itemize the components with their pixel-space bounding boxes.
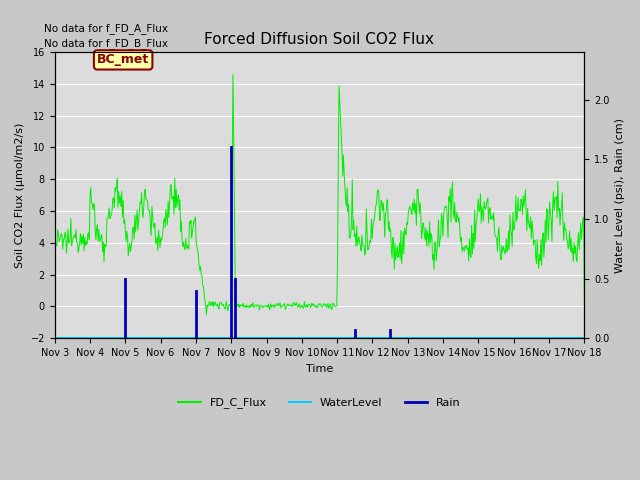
Y-axis label: Water Level (psi), Rain (cm): Water Level (psi), Rain (cm) [615, 118, 625, 273]
Legend: FD_C_Flux, WaterLevel, Rain: FD_C_Flux, WaterLevel, Rain [174, 393, 465, 413]
Text: BC_met: BC_met [97, 53, 149, 66]
X-axis label: Time: Time [306, 363, 333, 373]
Title: Forced Diffusion Soil CO2 Flux: Forced Diffusion Soil CO2 Flux [205, 32, 435, 47]
Text: No data for f_FD_B_Flux: No data for f_FD_B_Flux [44, 37, 168, 48]
Text: No data for f_FD_A_Flux: No data for f_FD_A_Flux [44, 24, 168, 34]
Y-axis label: Soil CO2 Flux (μmol/m2/s): Soil CO2 Flux (μmol/m2/s) [15, 122, 25, 268]
